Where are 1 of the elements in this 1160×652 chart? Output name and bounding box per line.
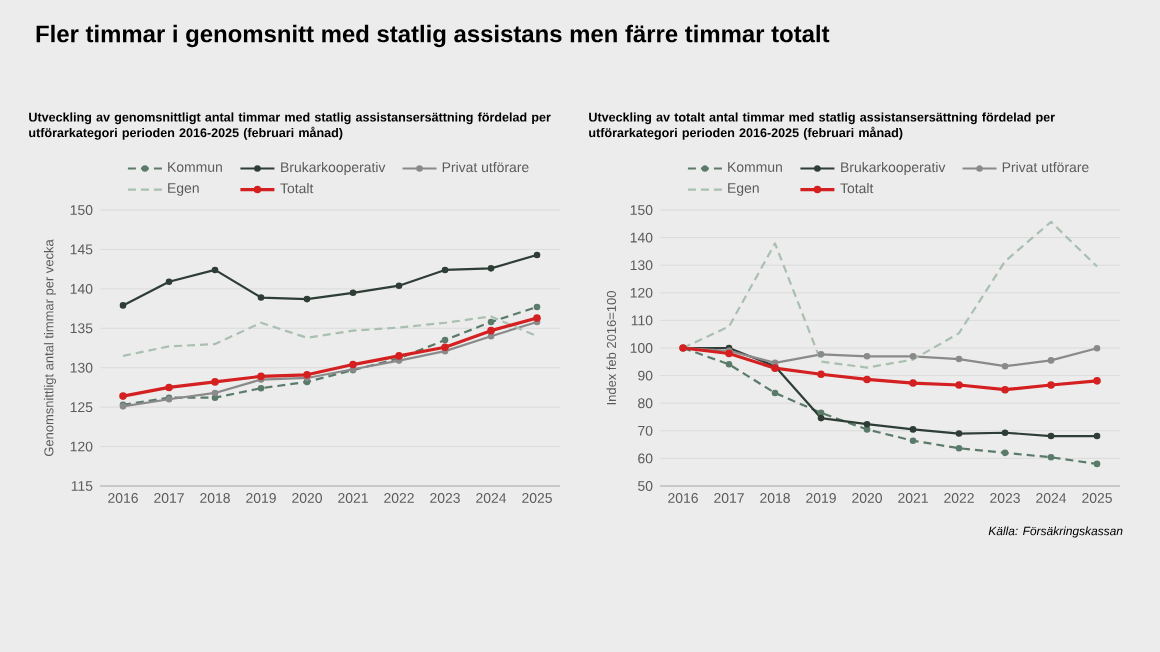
chart-title: Fler timmar i genomsnitt med statlig assistans men färre timmar totalt [36, 24, 830, 48]
